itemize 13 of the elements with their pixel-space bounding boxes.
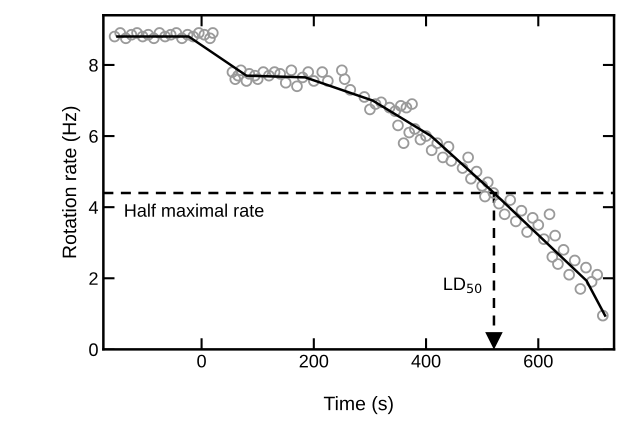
x-tick-label: 0 bbox=[197, 354, 206, 368]
x-axis-title: Time (s) bbox=[324, 396, 393, 414]
y-axis-title: Rotation rate (Hz) bbox=[62, 106, 80, 258]
y-tick-label: 2 bbox=[89, 272, 98, 285]
y-tick-label: 6 bbox=[89, 130, 98, 143]
y-tick-label: 8 bbox=[89, 58, 98, 72]
y-tick-label: 4 bbox=[88, 201, 98, 214]
x-tick-label: 400 bbox=[411, 354, 440, 368]
x-tick-label: 600 bbox=[524, 354, 553, 368]
x-tick-label: 200 bbox=[300, 354, 328, 368]
y-tick-label: 0 bbox=[89, 343, 98, 356]
ref-line-label: LD$_{50}$ bbox=[444, 278, 482, 294]
ref-line-label: Half maximal rate bbox=[125, 204, 264, 217]
